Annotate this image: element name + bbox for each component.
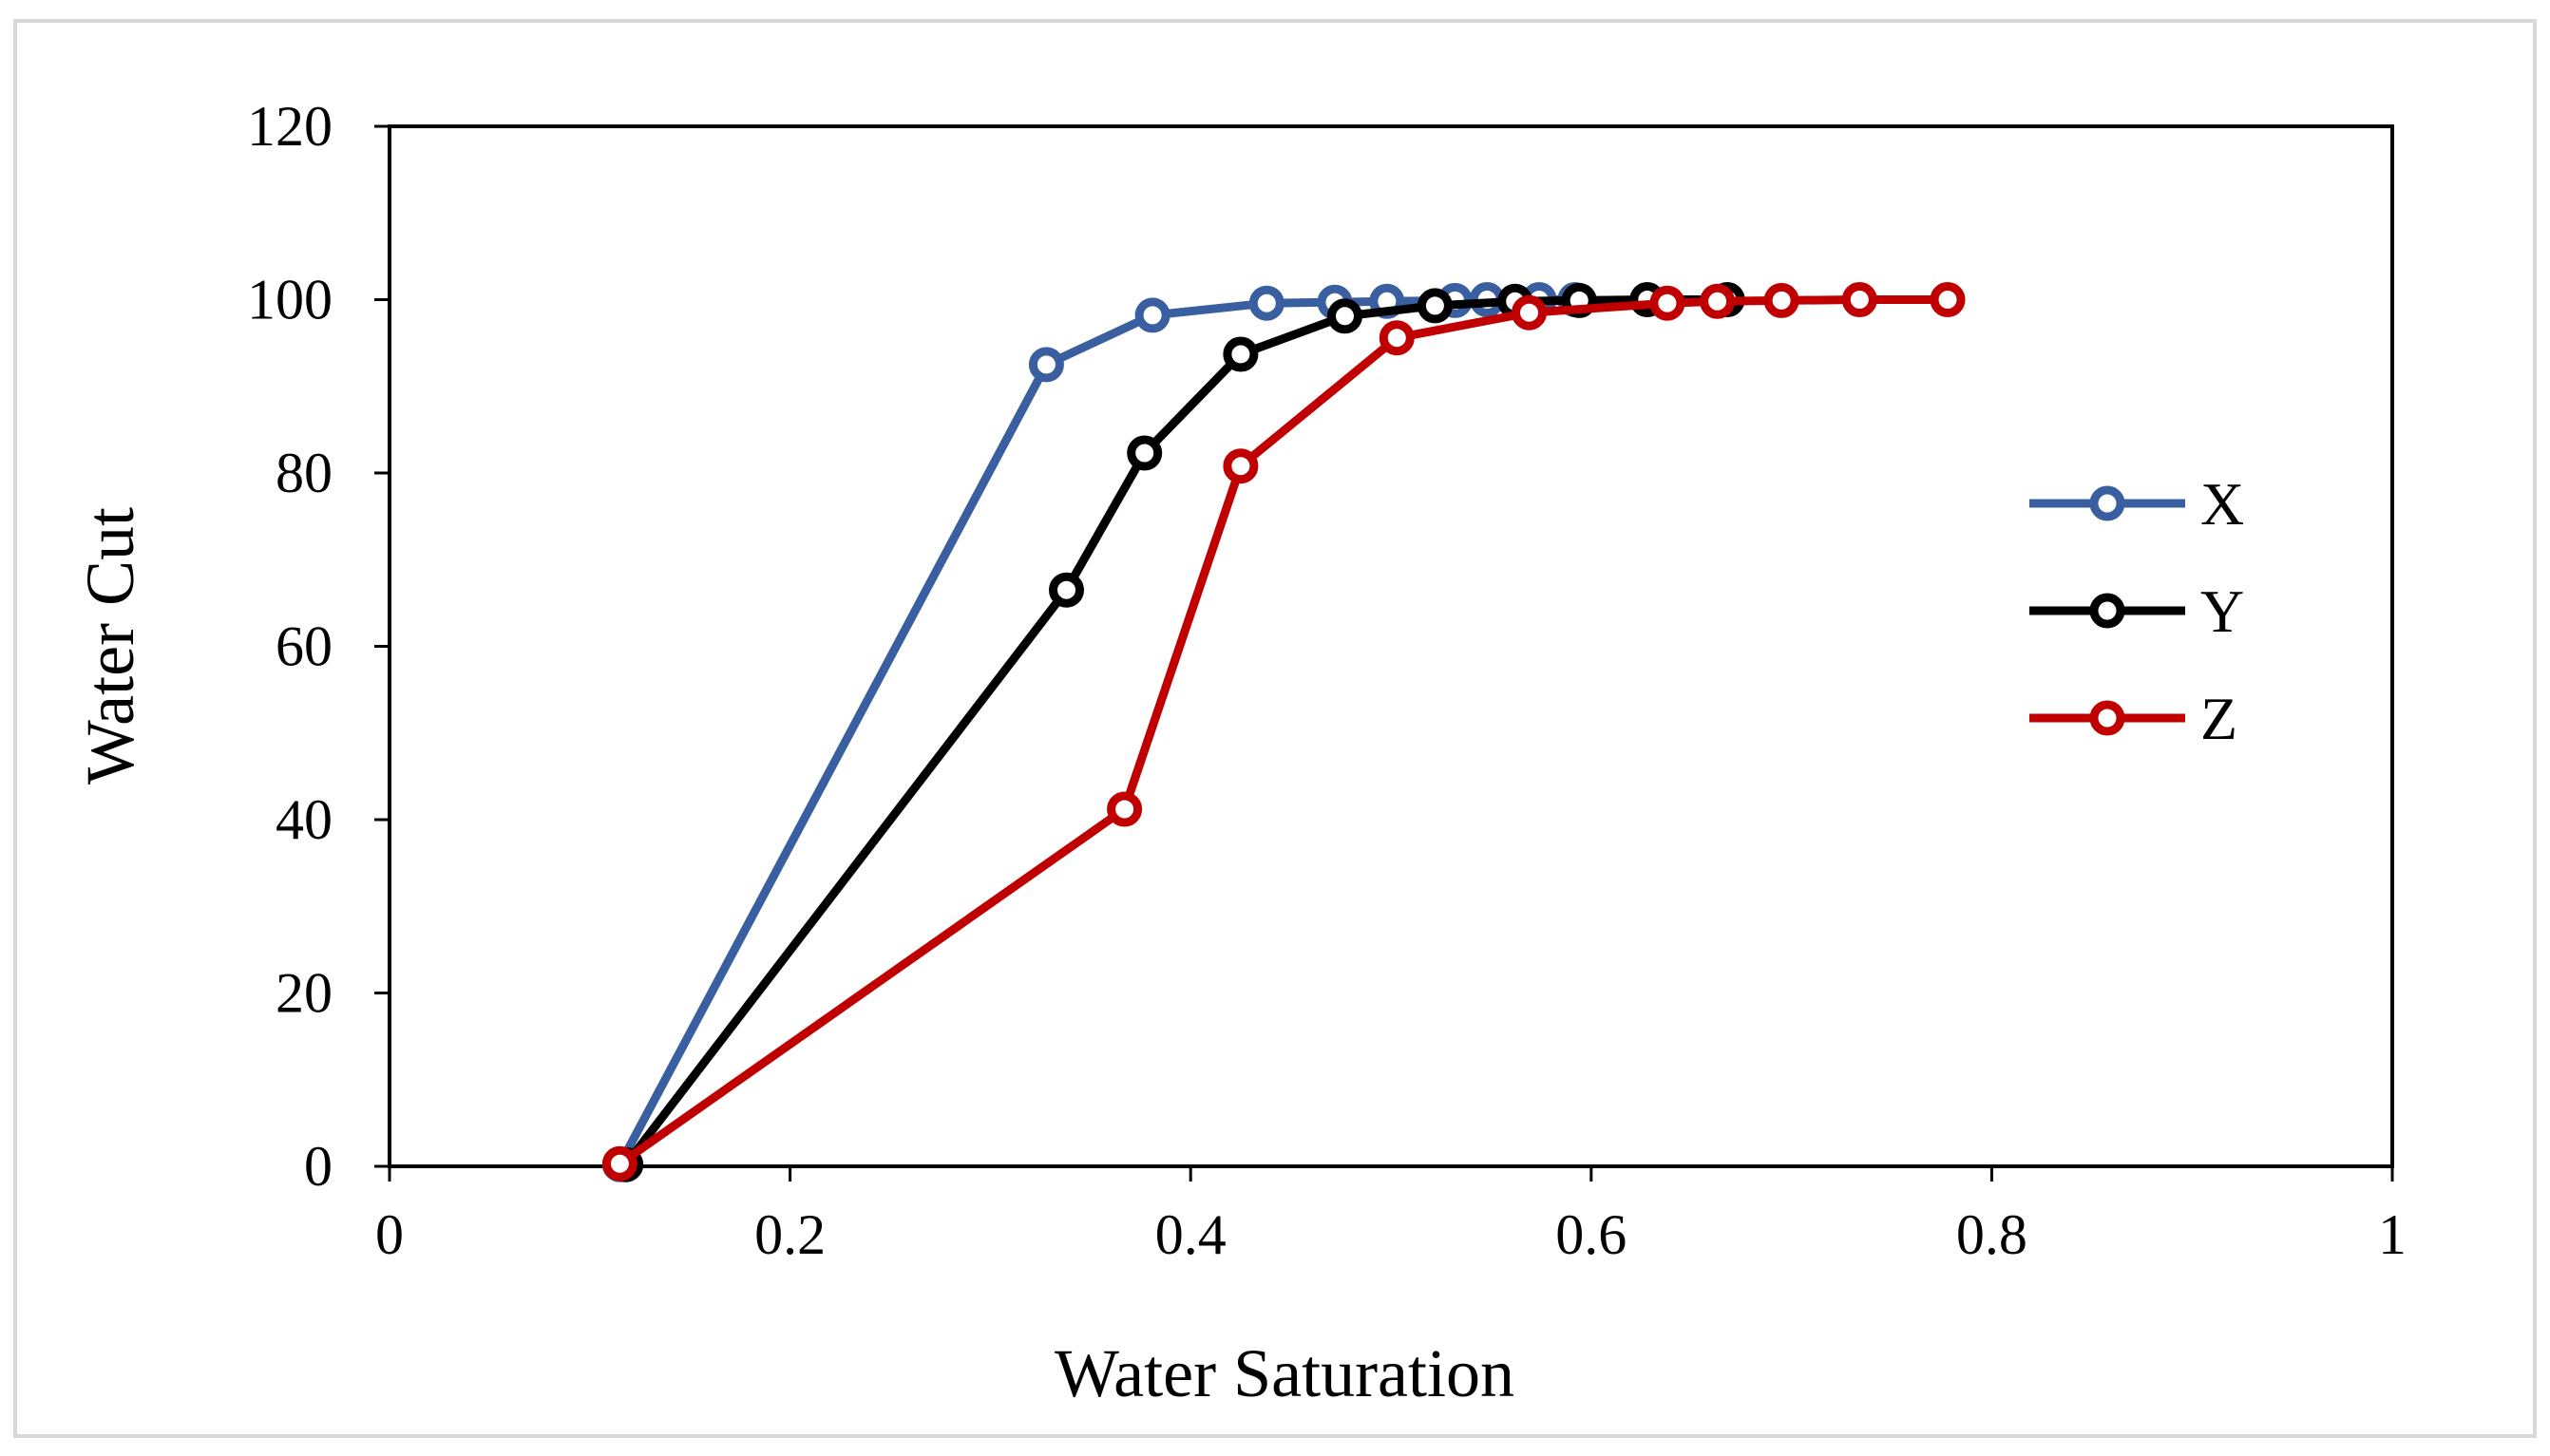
series-z-point <box>1512 294 1547 331</box>
series-z <box>601 282 1966 1182</box>
series-y-line <box>621 295 1732 1169</box>
series-z-point <box>1841 282 1877 317</box>
x-tick-label: 0.6 <box>1555 1203 1627 1266</box>
series-z-point <box>1223 448 1259 484</box>
y-tick-label: 100 <box>247 269 333 331</box>
plot-area <box>388 124 2394 1168</box>
y-tick-label: 20 <box>276 962 333 1025</box>
y-tick-label: 60 <box>276 615 333 678</box>
y-axis-label: Water Cut <box>72 507 148 785</box>
legend-label: Z <box>2200 685 2237 752</box>
x-axis-ticks: 0 0.2 0.4 0.6 0.8 1 <box>375 1166 2407 1266</box>
legend-swatch-marker <box>2089 485 2125 521</box>
series-layer <box>601 282 1966 1182</box>
series-y <box>608 282 1745 1182</box>
x-tick-label: 1 <box>2378 1203 2407 1266</box>
series-x-point <box>1248 285 1285 321</box>
y-tick-label: 40 <box>276 788 333 851</box>
legend-item-x: X <box>2029 470 2244 538</box>
series-z-point <box>1930 282 1966 317</box>
legend-swatch-marker <box>2089 593 2125 629</box>
series-z-point <box>1379 320 1415 356</box>
series-z-line <box>615 295 1952 1168</box>
series-z-point <box>1107 791 1143 827</box>
y-tick-label: 80 <box>276 442 333 504</box>
x-tick-label: 0.2 <box>754 1203 826 1266</box>
x-tick-label: 0.8 <box>1956 1203 2027 1266</box>
series-z-point <box>1763 282 1799 318</box>
series-y-point <box>1049 572 1084 608</box>
series-z-point <box>601 1145 638 1182</box>
series-x-point <box>1134 297 1170 333</box>
x-axis-label: Water Saturation <box>1055 1335 1514 1411</box>
series-y-point <box>1327 298 1362 334</box>
series-x-point <box>1028 347 1064 383</box>
x-tick-label: 0.4 <box>1155 1203 1227 1266</box>
legend: XYZ <box>2029 470 2244 752</box>
y-tick-label: 0 <box>304 1135 333 1198</box>
series-y-point <box>1417 288 1453 324</box>
legend-label: X <box>2200 470 2244 538</box>
legend-swatch-marker <box>2089 700 2125 736</box>
series-y-point <box>1127 435 1163 471</box>
series-z-point <box>1649 285 1685 321</box>
legend-item-y: Y <box>2029 577 2244 645</box>
y-tick-label: 120 <box>247 95 333 158</box>
y-axis-ticks: 0 20 40 60 80 100 120 <box>247 95 390 1198</box>
series-z-point <box>1700 283 1736 319</box>
legend-label: Y <box>2200 577 2244 645</box>
series-y-point <box>1223 336 1259 372</box>
x-tick-label: 0 <box>375 1203 404 1266</box>
legend-item-z: Z <box>2029 685 2237 752</box>
